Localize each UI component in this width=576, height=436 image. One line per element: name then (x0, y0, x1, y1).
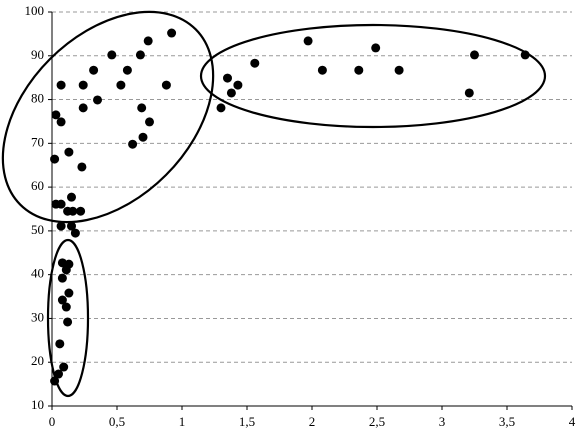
point (107, 50, 117, 60)
point (161, 80, 171, 90)
point (137, 103, 147, 113)
point (78, 103, 88, 113)
point (64, 259, 74, 269)
point (77, 162, 87, 172)
x-tick-label: 1 (179, 414, 186, 429)
point (135, 50, 145, 60)
y-tick-label: 20 (31, 353, 44, 368)
point (67, 192, 76, 202)
point (394, 65, 404, 75)
y-tick-label: 50 (31, 222, 44, 237)
point (57, 295, 67, 305)
point (138, 132, 148, 142)
point (56, 199, 66, 209)
y-tick-label: 100 (25, 3, 45, 18)
point (51, 110, 61, 120)
point (167, 28, 177, 38)
point (64, 288, 74, 298)
point (145, 117, 154, 127)
x-tick-label: 2 (309, 414, 316, 429)
y-tick-label: 10 (31, 397, 44, 412)
point (89, 65, 99, 75)
point (55, 339, 65, 349)
point (464, 88, 474, 98)
cluster-ellipse (46, 238, 90, 398)
point (67, 221, 76, 231)
point (63, 317, 73, 327)
point (354, 65, 364, 75)
point (223, 73, 232, 83)
annotations (1, 10, 547, 398)
point (56, 117, 66, 127)
y-tick-label: 90 (31, 47, 44, 62)
x-tick-label: 0,5 (109, 414, 125, 429)
point (54, 369, 63, 379)
point (371, 43, 381, 53)
x-tick-label: 3,5 (499, 414, 515, 429)
point (56, 80, 66, 90)
y-tick-label: 40 (31, 266, 44, 281)
point (122, 65, 132, 75)
point (233, 80, 243, 90)
cluster-ellipse (1, 10, 215, 224)
cluster-ellipse (199, 23, 547, 129)
point (143, 36, 153, 46)
point (56, 221, 66, 231)
point (78, 80, 88, 90)
point (68, 206, 78, 216)
y-tick-label: 30 (31, 309, 44, 324)
y-tick-label: 80 (31, 91, 44, 106)
point (50, 154, 60, 164)
y-tick-label: 60 (31, 178, 44, 193)
point (128, 139, 138, 149)
x-tick-label: 2,5 (369, 414, 385, 429)
point (59, 362, 69, 372)
point (226, 88, 236, 98)
x-tick-label: 0 (49, 414, 56, 429)
point (250, 58, 260, 68)
point (70, 228, 80, 238)
point (93, 95, 102, 105)
point (116, 80, 126, 90)
x-tick-label: 3 (439, 414, 446, 429)
point (64, 147, 74, 157)
x-tick-label: 4 (569, 414, 576, 429)
point (470, 50, 479, 60)
point (303, 36, 313, 46)
point (61, 302, 71, 312)
point (317, 65, 327, 75)
point (76, 206, 86, 216)
x-tick-label: 1,5 (239, 414, 255, 429)
point (57, 273, 67, 283)
y-tick-label: 70 (31, 134, 44, 149)
point (216, 103, 226, 113)
